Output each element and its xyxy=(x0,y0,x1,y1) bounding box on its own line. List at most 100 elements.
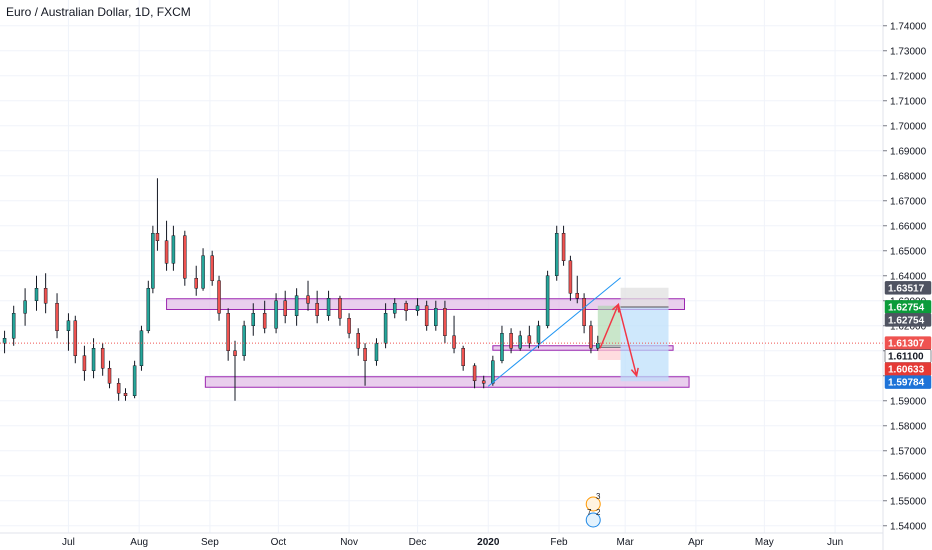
candle[interactable] xyxy=(107,360,112,389)
candle[interactable] xyxy=(315,290,319,324)
candle[interactable] xyxy=(11,305,16,346)
zone-rect[interactable] xyxy=(204,376,690,388)
event-icon[interactable] xyxy=(585,512,601,528)
candle[interactable] xyxy=(210,250,214,286)
candle-body xyxy=(443,308,447,336)
candle[interactable] xyxy=(424,300,429,331)
arrow-line[interactable] xyxy=(617,304,638,376)
candle-body xyxy=(434,308,438,326)
candle[interactable] xyxy=(123,388,128,401)
candle-body xyxy=(73,320,78,356)
candle[interactable] xyxy=(294,288,299,326)
candle[interactable] xyxy=(509,328,513,354)
candle[interactable] xyxy=(306,280,310,311)
candle[interactable] xyxy=(171,225,176,271)
candle[interactable] xyxy=(66,313,71,351)
candle[interactable] xyxy=(326,290,331,321)
candle[interactable] xyxy=(443,300,447,344)
candle[interactable] xyxy=(434,300,438,331)
candle-body xyxy=(11,313,16,339)
candle-body xyxy=(315,303,319,316)
candle[interactable] xyxy=(226,308,230,361)
candle[interactable] xyxy=(347,313,351,339)
candle[interactable] xyxy=(23,288,27,326)
candle[interactable] xyxy=(518,330,522,351)
candle-body xyxy=(561,233,566,261)
candle[interactable] xyxy=(233,340,237,401)
candle-body xyxy=(596,343,600,349)
long-stop-area[interactable] xyxy=(597,347,621,361)
trend-line[interactable] xyxy=(487,277,621,387)
candle[interactable] xyxy=(139,325,144,371)
candle-body xyxy=(545,275,550,326)
zone-rect[interactable] xyxy=(492,345,674,351)
price-badge-bg xyxy=(884,375,932,389)
candle[interactable] xyxy=(283,290,287,324)
candle-body xyxy=(226,313,230,351)
candle[interactable] xyxy=(527,325,532,349)
candle[interactable] xyxy=(251,303,256,336)
candle[interactable] xyxy=(274,293,278,334)
candle[interactable] xyxy=(392,298,397,319)
candle[interactable] xyxy=(132,360,137,399)
candle[interactable] xyxy=(404,300,408,321)
candle[interactable] xyxy=(100,343,105,376)
candle-body xyxy=(251,313,256,326)
candle[interactable] xyxy=(262,300,267,334)
candle-body xyxy=(589,325,593,349)
candle[interactable] xyxy=(82,345,87,381)
candle[interactable] xyxy=(452,315,456,354)
candle[interactable] xyxy=(575,275,580,304)
candle[interactable] xyxy=(491,355,495,386)
candle[interactable] xyxy=(91,338,96,379)
candle-body xyxy=(100,348,105,369)
candle[interactable] xyxy=(194,265,198,296)
candle[interactable] xyxy=(151,225,155,294)
candle[interactable] xyxy=(55,293,59,339)
arrow-line[interactable] xyxy=(599,304,620,349)
candle[interactable] xyxy=(536,320,541,349)
candle[interactable] xyxy=(242,320,246,361)
candle[interactable] xyxy=(561,225,566,266)
candle[interactable] xyxy=(155,178,160,251)
candle-body xyxy=(23,300,27,314)
candle[interactable] xyxy=(356,328,360,356)
candle[interactable] xyxy=(43,273,48,314)
candle[interactable] xyxy=(472,363,477,389)
candle[interactable] xyxy=(116,378,121,401)
candle[interactable] xyxy=(545,270,550,329)
short-stop-area[interactable] xyxy=(620,287,669,307)
candle[interactable] xyxy=(589,320,593,354)
x-tick-label: Aug xyxy=(130,537,148,548)
candle[interactable] xyxy=(554,225,559,281)
candle[interactable] xyxy=(374,338,379,366)
candle[interactable] xyxy=(568,255,573,301)
candle[interactable] xyxy=(363,343,367,386)
candle[interactable] xyxy=(582,293,586,334)
candle[interactable] xyxy=(73,315,78,364)
arrow-head xyxy=(630,367,639,378)
candle[interactable] xyxy=(217,275,221,321)
candle-body xyxy=(183,235,187,279)
candle[interactable] xyxy=(461,345,465,371)
candle[interactable] xyxy=(2,330,7,354)
price-badge: 1.63517 xyxy=(884,281,932,295)
candle[interactable] xyxy=(415,298,420,316)
candle[interactable] xyxy=(183,230,187,286)
candle[interactable] xyxy=(164,220,169,271)
candle[interactable] xyxy=(383,303,388,349)
candle-body xyxy=(132,365,137,396)
candle[interactable] xyxy=(146,280,151,334)
candle[interactable] xyxy=(481,375,486,389)
candle-body xyxy=(43,288,48,304)
y-tick-label: 1.64000 xyxy=(890,271,927,282)
event-count: 7 xyxy=(587,508,592,517)
event-markers[interactable]: 37 2 xyxy=(585,492,601,528)
candle[interactable] xyxy=(500,325,504,364)
event-icon[interactable] xyxy=(585,496,601,512)
candle[interactable] xyxy=(338,295,342,326)
x-tick-label: Sep xyxy=(201,537,219,548)
candle[interactable] xyxy=(34,275,39,311)
candle[interactable] xyxy=(201,248,205,291)
